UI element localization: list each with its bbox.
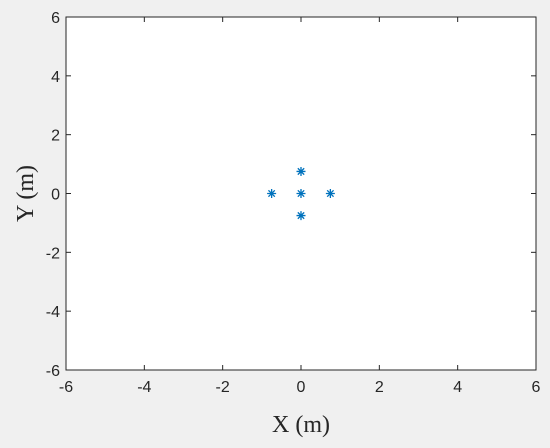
x-tick-label: 6 <box>532 379 541 396</box>
y-tick-label: -2 <box>46 245 60 262</box>
y-tick-label: 2 <box>51 128 60 145</box>
data-point <box>296 166 306 176</box>
y-tick-label: 4 <box>51 69 60 86</box>
y-axis-title: Y (m) <box>13 165 39 222</box>
x-tick-label: 0 <box>297 379 306 396</box>
x-tick-label: 4 <box>453 379 462 396</box>
y-tick-label: -6 <box>46 363 60 380</box>
y-tick-label: 0 <box>51 187 60 204</box>
y-tick-label: -4 <box>46 304 60 321</box>
plot-frame <box>65 16 537 371</box>
x-tick-label: 2 <box>375 379 384 396</box>
data-point <box>296 189 306 198</box>
x-tick-label: -6 <box>59 379 73 396</box>
x-tick-label: -2 <box>216 379 230 396</box>
data-point <box>267 189 277 198</box>
data-point <box>325 189 335 198</box>
data-markers <box>267 166 335 221</box>
y-tick-label: 6 <box>51 10 60 27</box>
x-tick-label: -4 <box>137 379 151 396</box>
data-point <box>296 211 306 221</box>
x-axis-title: X (m) <box>272 412 330 438</box>
